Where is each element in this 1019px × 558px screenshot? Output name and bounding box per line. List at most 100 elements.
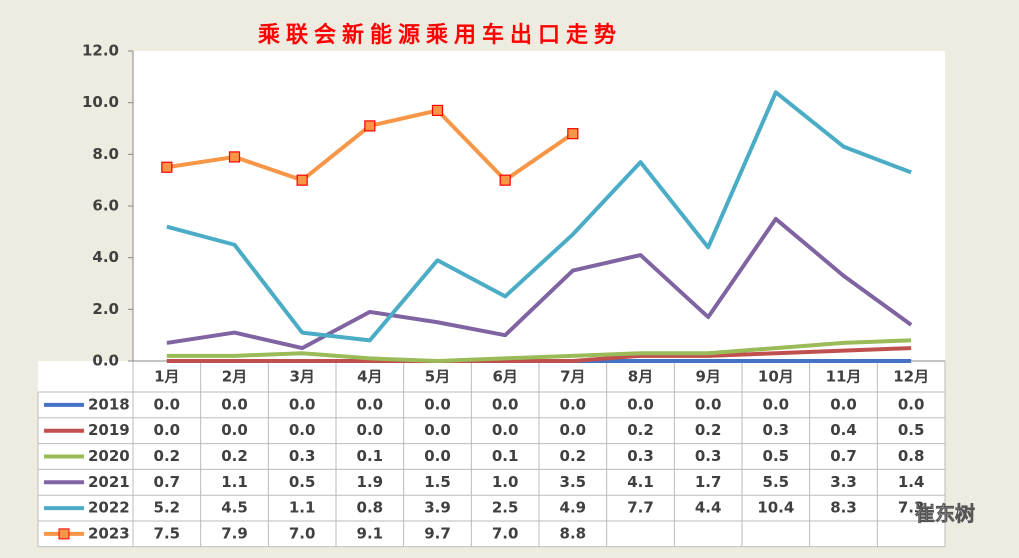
x-tick-label: 9月 <box>695 368 720 386</box>
table-cell: 9.7 <box>424 524 451 542</box>
legend-label: 2021 <box>88 473 130 491</box>
legend-label: 2019 <box>88 421 130 439</box>
table-cell: 7.9 <box>221 524 248 542</box>
table-cell: 4.5 <box>221 499 248 517</box>
table-cell: 0.5 <box>289 473 316 491</box>
legend-label: 2018 <box>88 395 130 413</box>
table-cell: 0.0 <box>221 421 248 439</box>
x-tick-label: 6月 <box>492 368 517 386</box>
table-cell: 0.2 <box>154 447 181 465</box>
table-cell: 0.0 <box>492 395 519 413</box>
table-cell: 1.4 <box>898 473 925 491</box>
marker <box>364 120 376 132</box>
table-cell: 0.0 <box>357 395 384 413</box>
marker <box>296 174 308 186</box>
table-cell: 0.0 <box>492 421 519 439</box>
table-cell: 5.2 <box>154 499 181 517</box>
x-tick-label: 2月 <box>222 368 247 386</box>
table-cell: 0.8 <box>357 499 384 517</box>
table-cell: 0.0 <box>424 395 451 413</box>
table-cell: 0.0 <box>763 395 790 413</box>
y-tick-label: 10.0 <box>82 93 119 111</box>
table-cell: 0.2 <box>221 447 248 465</box>
table-cell: 3.5 <box>560 473 587 491</box>
table-cell: 0.0 <box>560 421 587 439</box>
table-cell: 0.5 <box>898 421 925 439</box>
table-cell: 1.9 <box>357 473 384 491</box>
table-cell: 7.7 <box>627 499 654 517</box>
x-tick-label: 4月 <box>357 368 382 386</box>
table-cell: 1.7 <box>695 473 722 491</box>
marker <box>499 174 511 186</box>
table-cell: 1.1 <box>289 499 316 517</box>
table-cell: 0.5 <box>763 447 790 465</box>
table-cell: 7.3 <box>898 499 925 517</box>
series-line <box>166 216 913 351</box>
plot-area <box>133 51 945 361</box>
x-tick-label: 3月 <box>289 368 314 386</box>
marker <box>431 104 444 117</box>
legend-marker <box>58 528 70 540</box>
table-cell: 0.3 <box>763 421 790 439</box>
legend-label: 2023 <box>88 524 130 542</box>
table-cell: 0.0 <box>898 395 925 413</box>
table-cell: 0.1 <box>357 447 384 465</box>
marker <box>161 161 173 173</box>
table-cell: 0.0 <box>357 421 384 439</box>
table-cell: 0.3 <box>627 447 654 465</box>
table-cell: 0.7 <box>830 447 857 465</box>
legend-label: 2020 <box>88 447 130 465</box>
y-tick-label: 8.0 <box>92 145 119 163</box>
y-tick-label: 2.0 <box>92 300 119 318</box>
series-line <box>166 90 912 343</box>
x-tick-label: 8月 <box>628 368 653 386</box>
table-cell: 0.3 <box>695 447 722 465</box>
table-cell: 0.4 <box>830 421 857 439</box>
x-tick-label: 7月 <box>560 368 585 386</box>
x-tick-label: 10月 <box>758 368 794 386</box>
table-cell: 0.0 <box>627 395 654 413</box>
table-cell: 5.5 <box>763 473 790 491</box>
table-cell: 0.0 <box>289 421 316 439</box>
table-cell: 1.0 <box>492 473 519 491</box>
y-tick-label: 4.0 <box>92 248 119 266</box>
table-cell: 1.1 <box>221 473 248 491</box>
table-cell: 9.1 <box>357 524 384 542</box>
table-cell: 0.2 <box>560 447 587 465</box>
marker <box>567 128 579 140</box>
legend-label: 2022 <box>88 499 130 517</box>
table-cell: 2.5 <box>492 499 519 517</box>
table-cell: 0.0 <box>154 421 181 439</box>
x-tick-label: 5月 <box>425 368 450 386</box>
table-cell: 7.0 <box>492 524 519 542</box>
table-cell: 0.2 <box>695 421 722 439</box>
table-cell: 8.8 <box>560 524 587 542</box>
table-cell: 3.3 <box>830 473 857 491</box>
table-cell: 0.0 <box>289 395 316 413</box>
table-cell: 0.0 <box>424 447 451 465</box>
series-line <box>166 346 912 363</box>
y-tick-label: 12.0 <box>82 42 119 60</box>
table-cell: 7.5 <box>154 524 181 542</box>
table-cell: 1.5 <box>424 473 451 491</box>
table-cell: 4.9 <box>560 499 587 517</box>
table-cell: 0.0 <box>154 395 181 413</box>
table-cell: 0.0 <box>424 421 451 439</box>
y-tick-label: 0.0 <box>92 352 119 370</box>
y-tick-label: 6.0 <box>92 197 119 215</box>
table-cell: 7.0 <box>289 524 316 542</box>
x-tick-label: 1月 <box>154 368 179 386</box>
table-cell: 0.0 <box>221 395 248 413</box>
table-cell: 4.4 <box>695 499 722 517</box>
table-cell: 0.3 <box>289 447 316 465</box>
table-cell: 0.7 <box>154 473 181 491</box>
watermark: 崔东树 <box>915 502 975 526</box>
series-line <box>166 338 912 363</box>
x-tick-label: 11月 <box>826 368 862 386</box>
table-cell: 3.9 <box>424 499 451 517</box>
x-tick-label: 12月 <box>893 368 929 386</box>
table-cell: 8.3 <box>830 499 857 517</box>
marker <box>228 151 241 163</box>
chart-title: 乘联会新能源乘用车出口走势 <box>257 22 622 48</box>
